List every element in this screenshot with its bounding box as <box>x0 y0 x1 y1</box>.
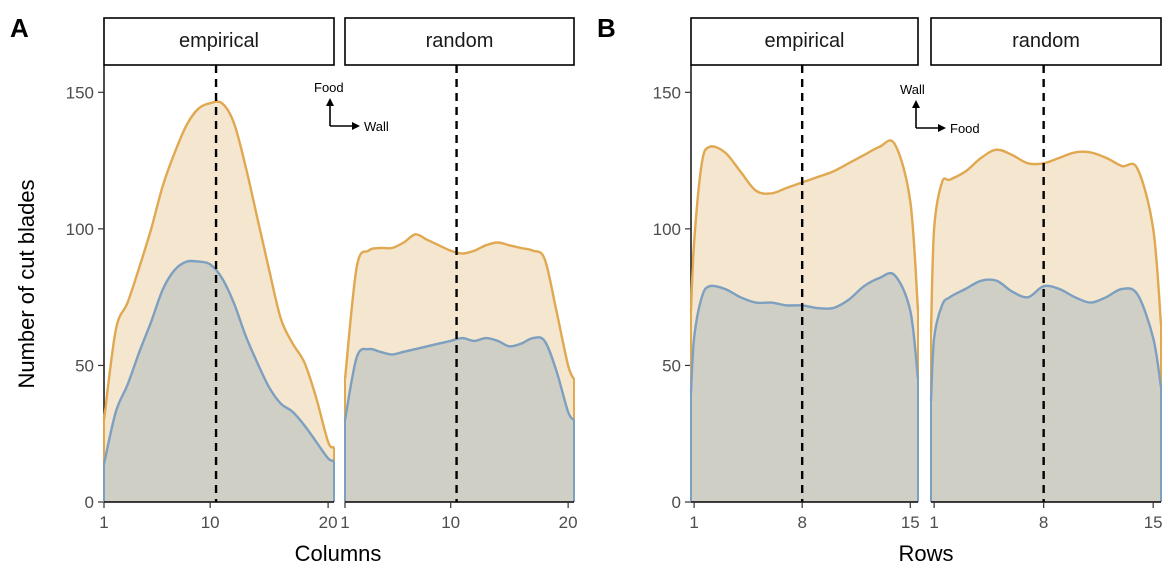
y-tick-label: 50 <box>662 356 681 375</box>
line-subset <box>343 336 575 421</box>
panel-b: B Rows 0 50 100 150 empirical 1 8 15 random 1 8 15 W… <box>597 13 1163 566</box>
facet-strip <box>103 17 335 66</box>
x-tick-label: 10 <box>201 513 220 532</box>
x-axis-title-columns: Columns <box>295 541 382 566</box>
panel-a: A Number of cut blades Columns 0 50 100 150… <box>10 13 578 566</box>
panel-b-label: B <box>597 13 616 43</box>
y-tick-label: 150 <box>66 83 94 102</box>
y-tick-label: 0 <box>85 493 94 512</box>
x-tick-label: 1 <box>929 513 938 532</box>
right-arrowhead-icon <box>938 124 946 132</box>
y-tick-label: 0 <box>672 493 681 512</box>
line-total <box>689 139 920 311</box>
right-arrowhead-icon <box>352 122 360 130</box>
x-tick-label: 10 <box>441 513 460 532</box>
area-subset <box>931 279 1161 502</box>
facet-strip-label: empirical <box>764 30 844 52</box>
x-tick-label: 20 <box>319 513 338 532</box>
x-tick-label: 8 <box>1039 513 1048 532</box>
y-axis-title: Number of cut blades <box>14 179 39 388</box>
facet-strip <box>690 17 919 66</box>
facet-strip-label: empirical <box>179 30 259 52</box>
y-tick-label: 150 <box>653 83 681 102</box>
y-tick-label: 100 <box>66 220 94 239</box>
facet-strip-label: random <box>426 30 494 52</box>
x-tick-label: 20 <box>559 513 578 532</box>
y-tick-label: 100 <box>653 220 681 239</box>
x-tick-label: 15 <box>1144 513 1163 532</box>
line-total <box>102 100 335 449</box>
x-tick-label: 1 <box>99 513 108 532</box>
x-tick-label: 8 <box>797 513 806 532</box>
line-total <box>343 233 576 380</box>
facet-strip <box>930 17 1162 66</box>
area-subset <box>691 273 918 502</box>
x-tick-label: 15 <box>901 513 920 532</box>
x-tick-label: 1 <box>689 513 698 532</box>
compass-right-label: Food <box>950 121 980 136</box>
line-subset <box>689 271 920 393</box>
up-arrowhead-icon <box>326 98 334 106</box>
line-total <box>929 148 1163 333</box>
compass-right-label: Wall <box>364 119 389 134</box>
y-tick-label: 50 <box>75 356 94 375</box>
x-axis-title-rows: Rows <box>898 541 953 566</box>
area-subset <box>104 260 334 502</box>
orientation-arrows: Food Wall <box>314 80 389 134</box>
line-subset <box>929 278 1163 401</box>
up-arrowhead-icon <box>912 100 920 108</box>
compass-up-label: Food <box>314 80 344 95</box>
area-subset <box>345 337 574 502</box>
x-tick-label: 1 <box>340 513 349 532</box>
panel-a-label: A <box>10 13 29 43</box>
panel-b-plot: 0 50 100 150 empirical 1 8 15 random 1 8 15 Wall Food <box>653 17 1163 532</box>
facet-strip-label: random <box>1012 30 1080 52</box>
line-subset <box>102 259 335 465</box>
orientation-arrows: Wall Food <box>900 82 980 136</box>
panel-a-plot: 0 50 100 150 empirical 1 10 20 random 1 10 20 Food Wa… <box>66 17 578 532</box>
compass-up-label: Wall <box>900 82 925 97</box>
facet-strip <box>344 17 575 66</box>
